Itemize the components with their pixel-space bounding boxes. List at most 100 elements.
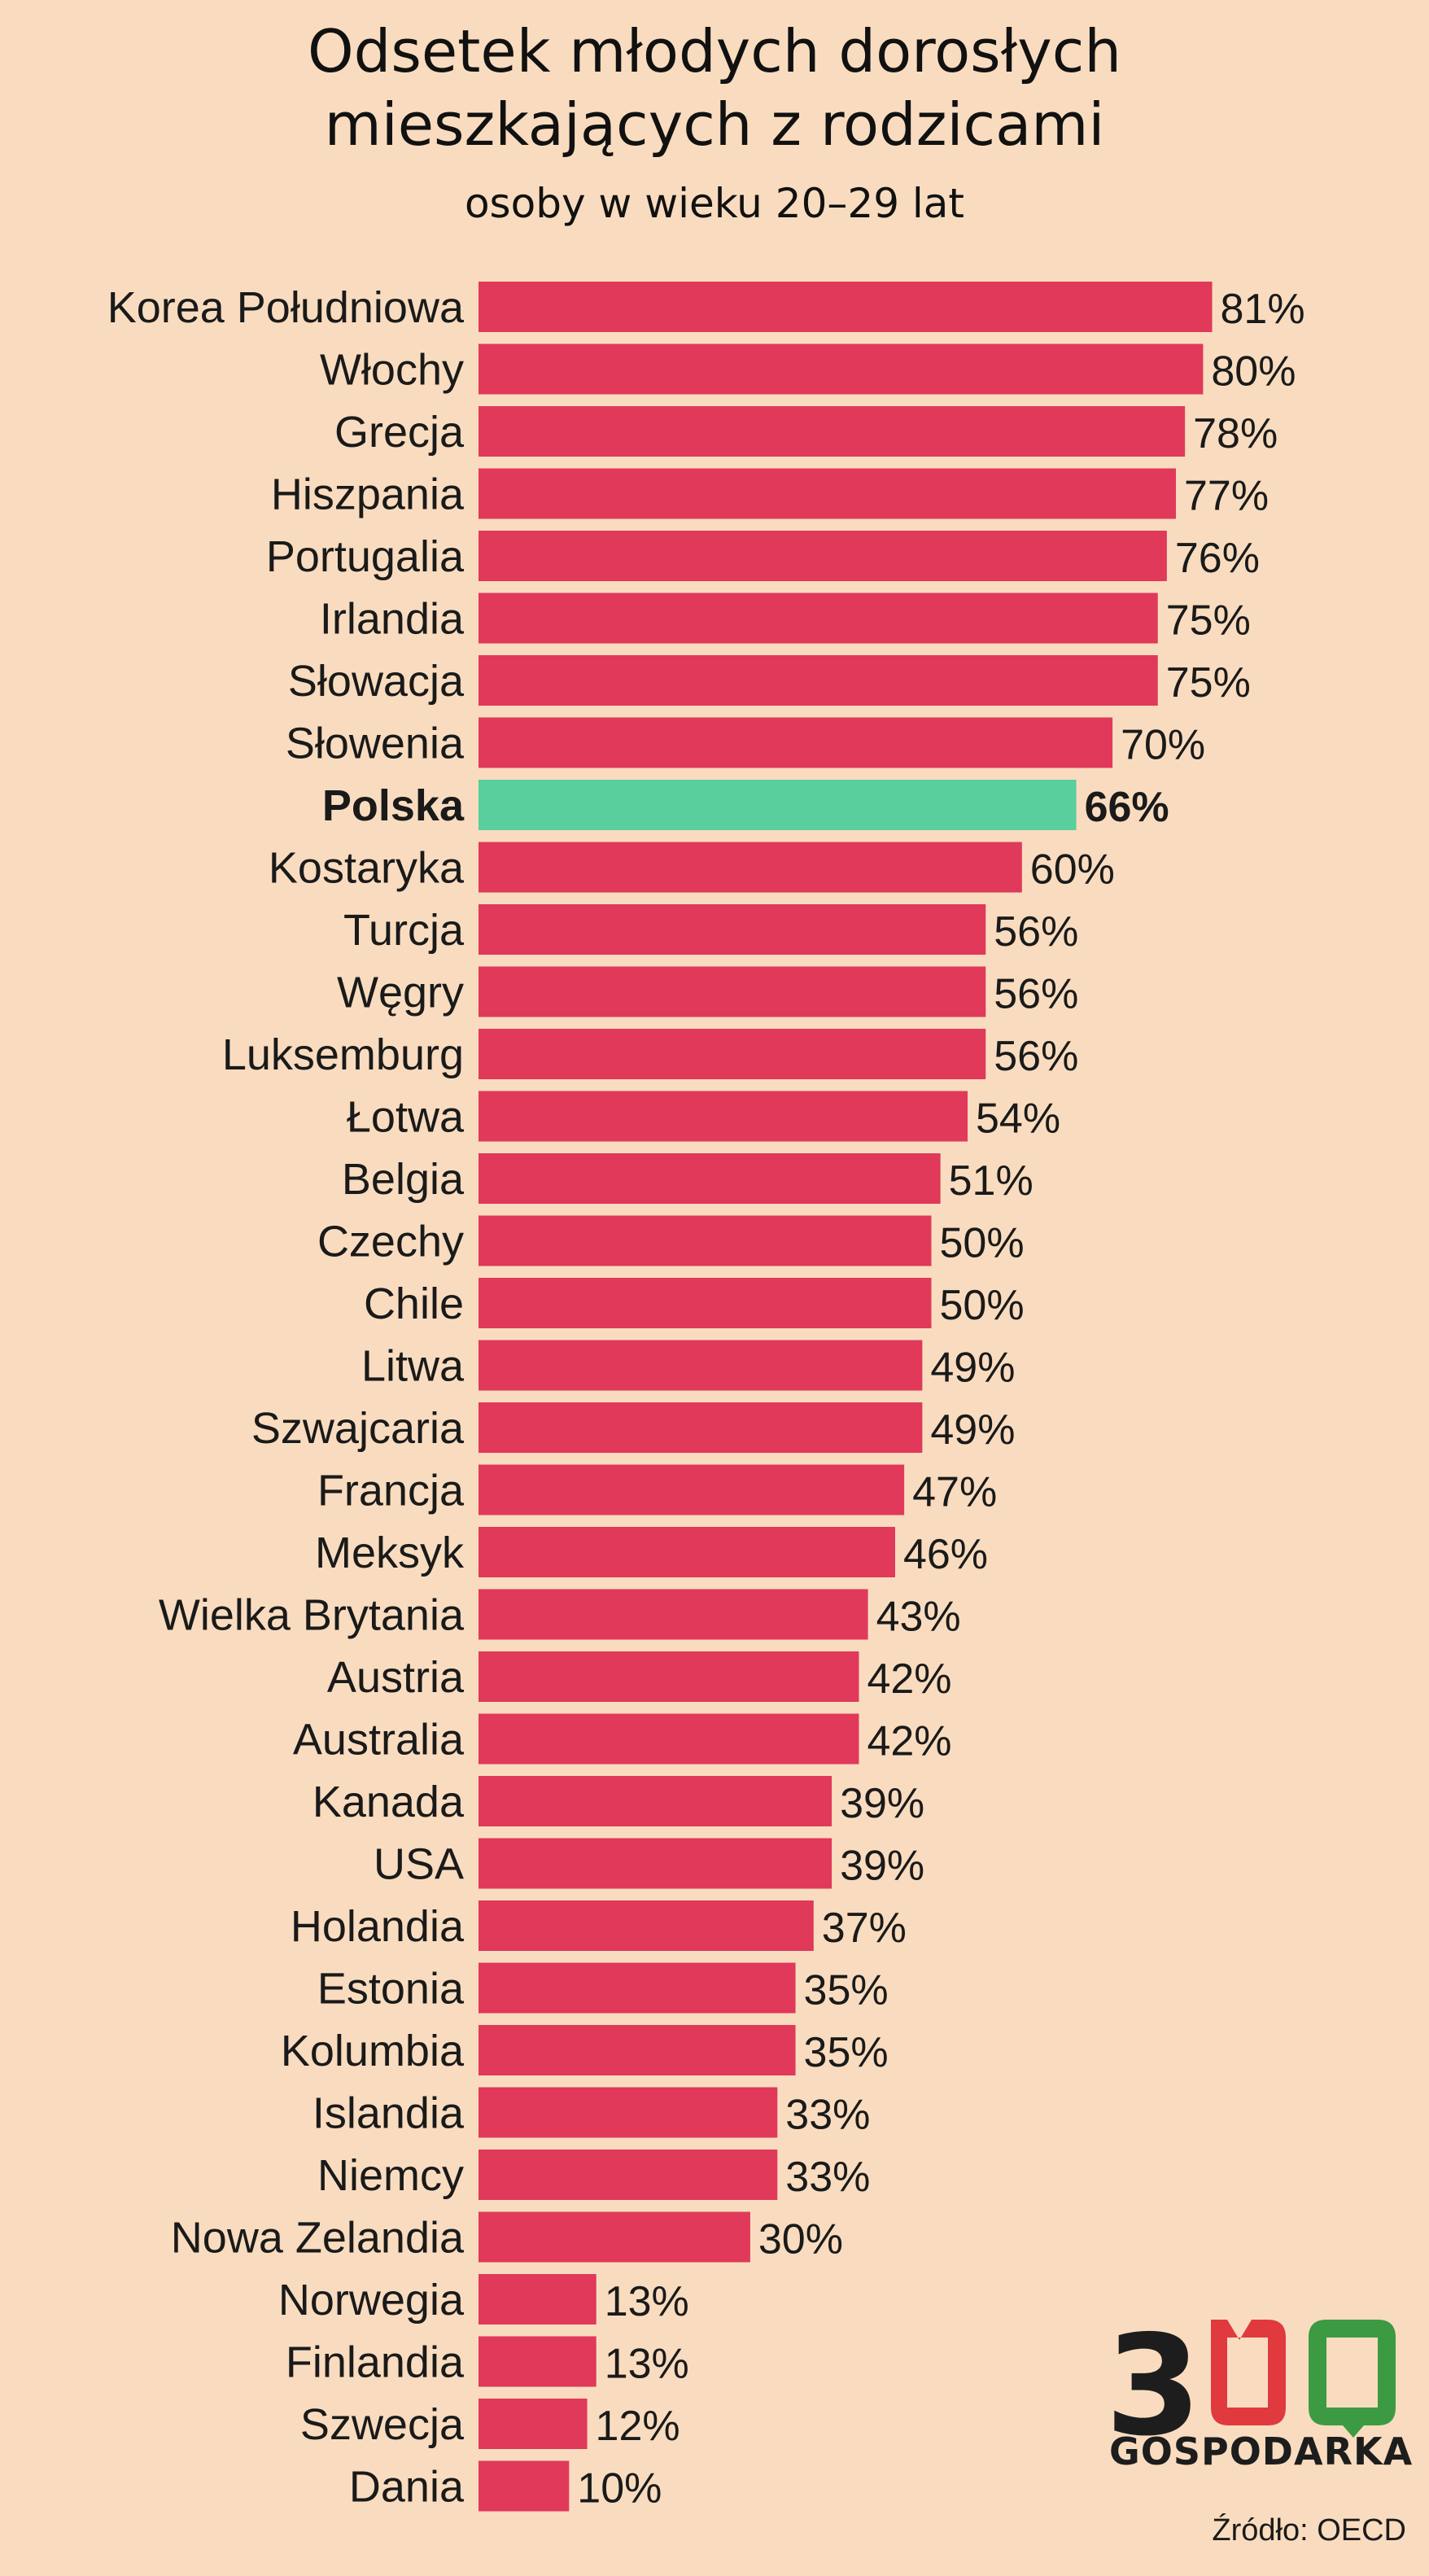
category-label: Nowa Zelandia: [171, 2214, 465, 2263]
category-label: Islandia: [312, 2089, 465, 2138]
value-label: 56%: [994, 971, 1078, 1018]
bar-22: [479, 1651, 859, 1702]
value-label: 46%: [903, 1531, 988, 1578]
value-label: 80%: [1211, 348, 1296, 396]
svg-text:3: 3: [1105, 2306, 1201, 2467]
bar-13: [479, 1091, 968, 1142]
bar-16: [479, 1278, 932, 1328]
category-label: Kostaryka: [269, 844, 465, 893]
category-label: Polska: [322, 781, 465, 830]
value-label: 81%: [1221, 286, 1305, 333]
bar-29: [479, 2087, 778, 2138]
value-label: 54%: [976, 1096, 1060, 1143]
category-label: Łotwa: [347, 1093, 465, 1142]
category-label: Finlandia: [286, 2338, 465, 2387]
value-label: 10%: [577, 2465, 662, 2513]
value-label: 76%: [1175, 535, 1260, 582]
value-label: 75%: [1166, 659, 1251, 706]
source-note: Źródło: OECD: [1212, 2513, 1406, 2548]
value-label: 13%: [605, 2278, 689, 2325]
bar-27: [479, 1962, 796, 2014]
category-label: USA: [374, 1840, 464, 1889]
value-label: 50%: [940, 1220, 1025, 1267]
value-label: 43%: [876, 1594, 961, 1641]
bar-17: [479, 1340, 923, 1391]
category-label: Kolumbia: [281, 2027, 465, 2075]
value-label: 56%: [994, 908, 1078, 956]
bar-20: [479, 1527, 895, 1577]
bar-24: [479, 1776, 832, 1826]
bar-10: [479, 904, 986, 955]
value-label: 47%: [912, 1469, 997, 1516]
bar-35: [479, 2460, 570, 2512]
category-label: Niemcy: [317, 2151, 464, 2200]
bar-15: [479, 1215, 932, 1266]
value-label: 49%: [930, 1345, 1015, 1392]
value-label: 42%: [867, 1655, 951, 1703]
value-label: 37%: [822, 1905, 907, 1952]
category-label: Włochy: [320, 346, 464, 395]
category-label: Australia: [293, 1716, 465, 1765]
bar-21: [479, 1589, 868, 1640]
value-label: 13%: [605, 2341, 689, 2388]
value-label: 51%: [949, 1157, 1034, 1205]
category-label: Wielka Brytania: [159, 1591, 465, 1640]
category-label: Kanada: [312, 1778, 465, 1826]
bar-34: [479, 2399, 588, 2449]
bar-6: [479, 655, 1158, 706]
category-label: Litwa: [361, 1342, 465, 1391]
bar-11: [479, 966, 986, 1017]
bar-8: [479, 780, 1077, 830]
category-label: Luksemburg: [222, 1030, 464, 1079]
bar-14: [479, 1153, 941, 1204]
bar-31: [479, 2211, 750, 2263]
value-label: 39%: [840, 1780, 924, 1827]
category-label: Grecja: [334, 408, 465, 457]
value-label: 35%: [804, 1967, 889, 2014]
bar-30: [479, 2150, 778, 2200]
bar-26: [479, 1900, 814, 1951]
bar-1: [479, 343, 1204, 395]
value-label: 39%: [840, 1843, 924, 1890]
category-label: Turcja: [343, 906, 465, 955]
value-label: 70%: [1121, 722, 1205, 769]
category-label: Słowacja: [288, 657, 465, 706]
category-label: Chile: [364, 1279, 464, 1328]
bar-33: [479, 2336, 597, 2387]
bar-23: [479, 1713, 859, 1765]
category-label: Portugalia: [266, 532, 465, 581]
bar-7: [479, 717, 1113, 768]
category-label: Belgia: [342, 1155, 465, 1204]
bar-12: [479, 1029, 986, 1079]
category-label: Austria: [327, 1653, 465, 1702]
category-label: Estonia: [317, 1965, 465, 2014]
value-label: 56%: [994, 1033, 1078, 1080]
chart-title: Odsetek młodych dorosłych mieszkających z…: [308, 17, 1121, 159]
chart-subtitle: osoby w wieku 20–29 lat: [464, 180, 965, 227]
value-label: 30%: [758, 2216, 843, 2263]
logo-wordmark: GOSPODARKA: [1109, 2429, 1414, 2473]
category-label: Słowenia: [286, 719, 465, 768]
value-label: 33%: [785, 2154, 870, 2201]
bar-25: [479, 1838, 832, 1889]
bar-32: [479, 2274, 597, 2325]
category-label: Francja: [317, 1467, 465, 1515]
category-label: Szwecja: [300, 2400, 465, 2449]
bar-3: [479, 468, 1177, 519]
bar-4: [479, 531, 1167, 581]
bar-28: [479, 2025, 796, 2075]
300-gospodarka-logo: 3: [1105, 2306, 1396, 2467]
bar-2: [479, 406, 1186, 457]
value-label: 49%: [930, 1406, 1015, 1454]
bar-0: [479, 282, 1213, 332]
value-label: 78%: [1193, 410, 1278, 457]
value-label: 12%: [596, 2403, 680, 2450]
value-label: 75%: [1166, 597, 1251, 645]
bar-19: [479, 1464, 905, 1515]
category-label: Szwajcaria: [251, 1404, 465, 1453]
category-label: Meksyk: [315, 1529, 465, 1577]
value-label: 66%: [1085, 784, 1169, 831]
category-label: Holandia: [291, 1902, 465, 1951]
value-label: 35%: [804, 2029, 889, 2076]
